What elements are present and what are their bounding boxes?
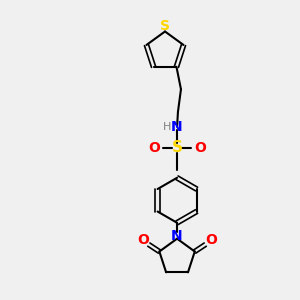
- Text: N: N: [171, 120, 183, 134]
- Text: S: S: [160, 19, 170, 33]
- Text: O: O: [205, 233, 217, 248]
- Text: S: S: [172, 140, 183, 155]
- Text: H: H: [163, 122, 172, 132]
- Text: O: O: [137, 233, 149, 248]
- Text: N: N: [171, 229, 183, 243]
- Text: O: O: [148, 141, 160, 155]
- Text: O: O: [194, 141, 206, 155]
